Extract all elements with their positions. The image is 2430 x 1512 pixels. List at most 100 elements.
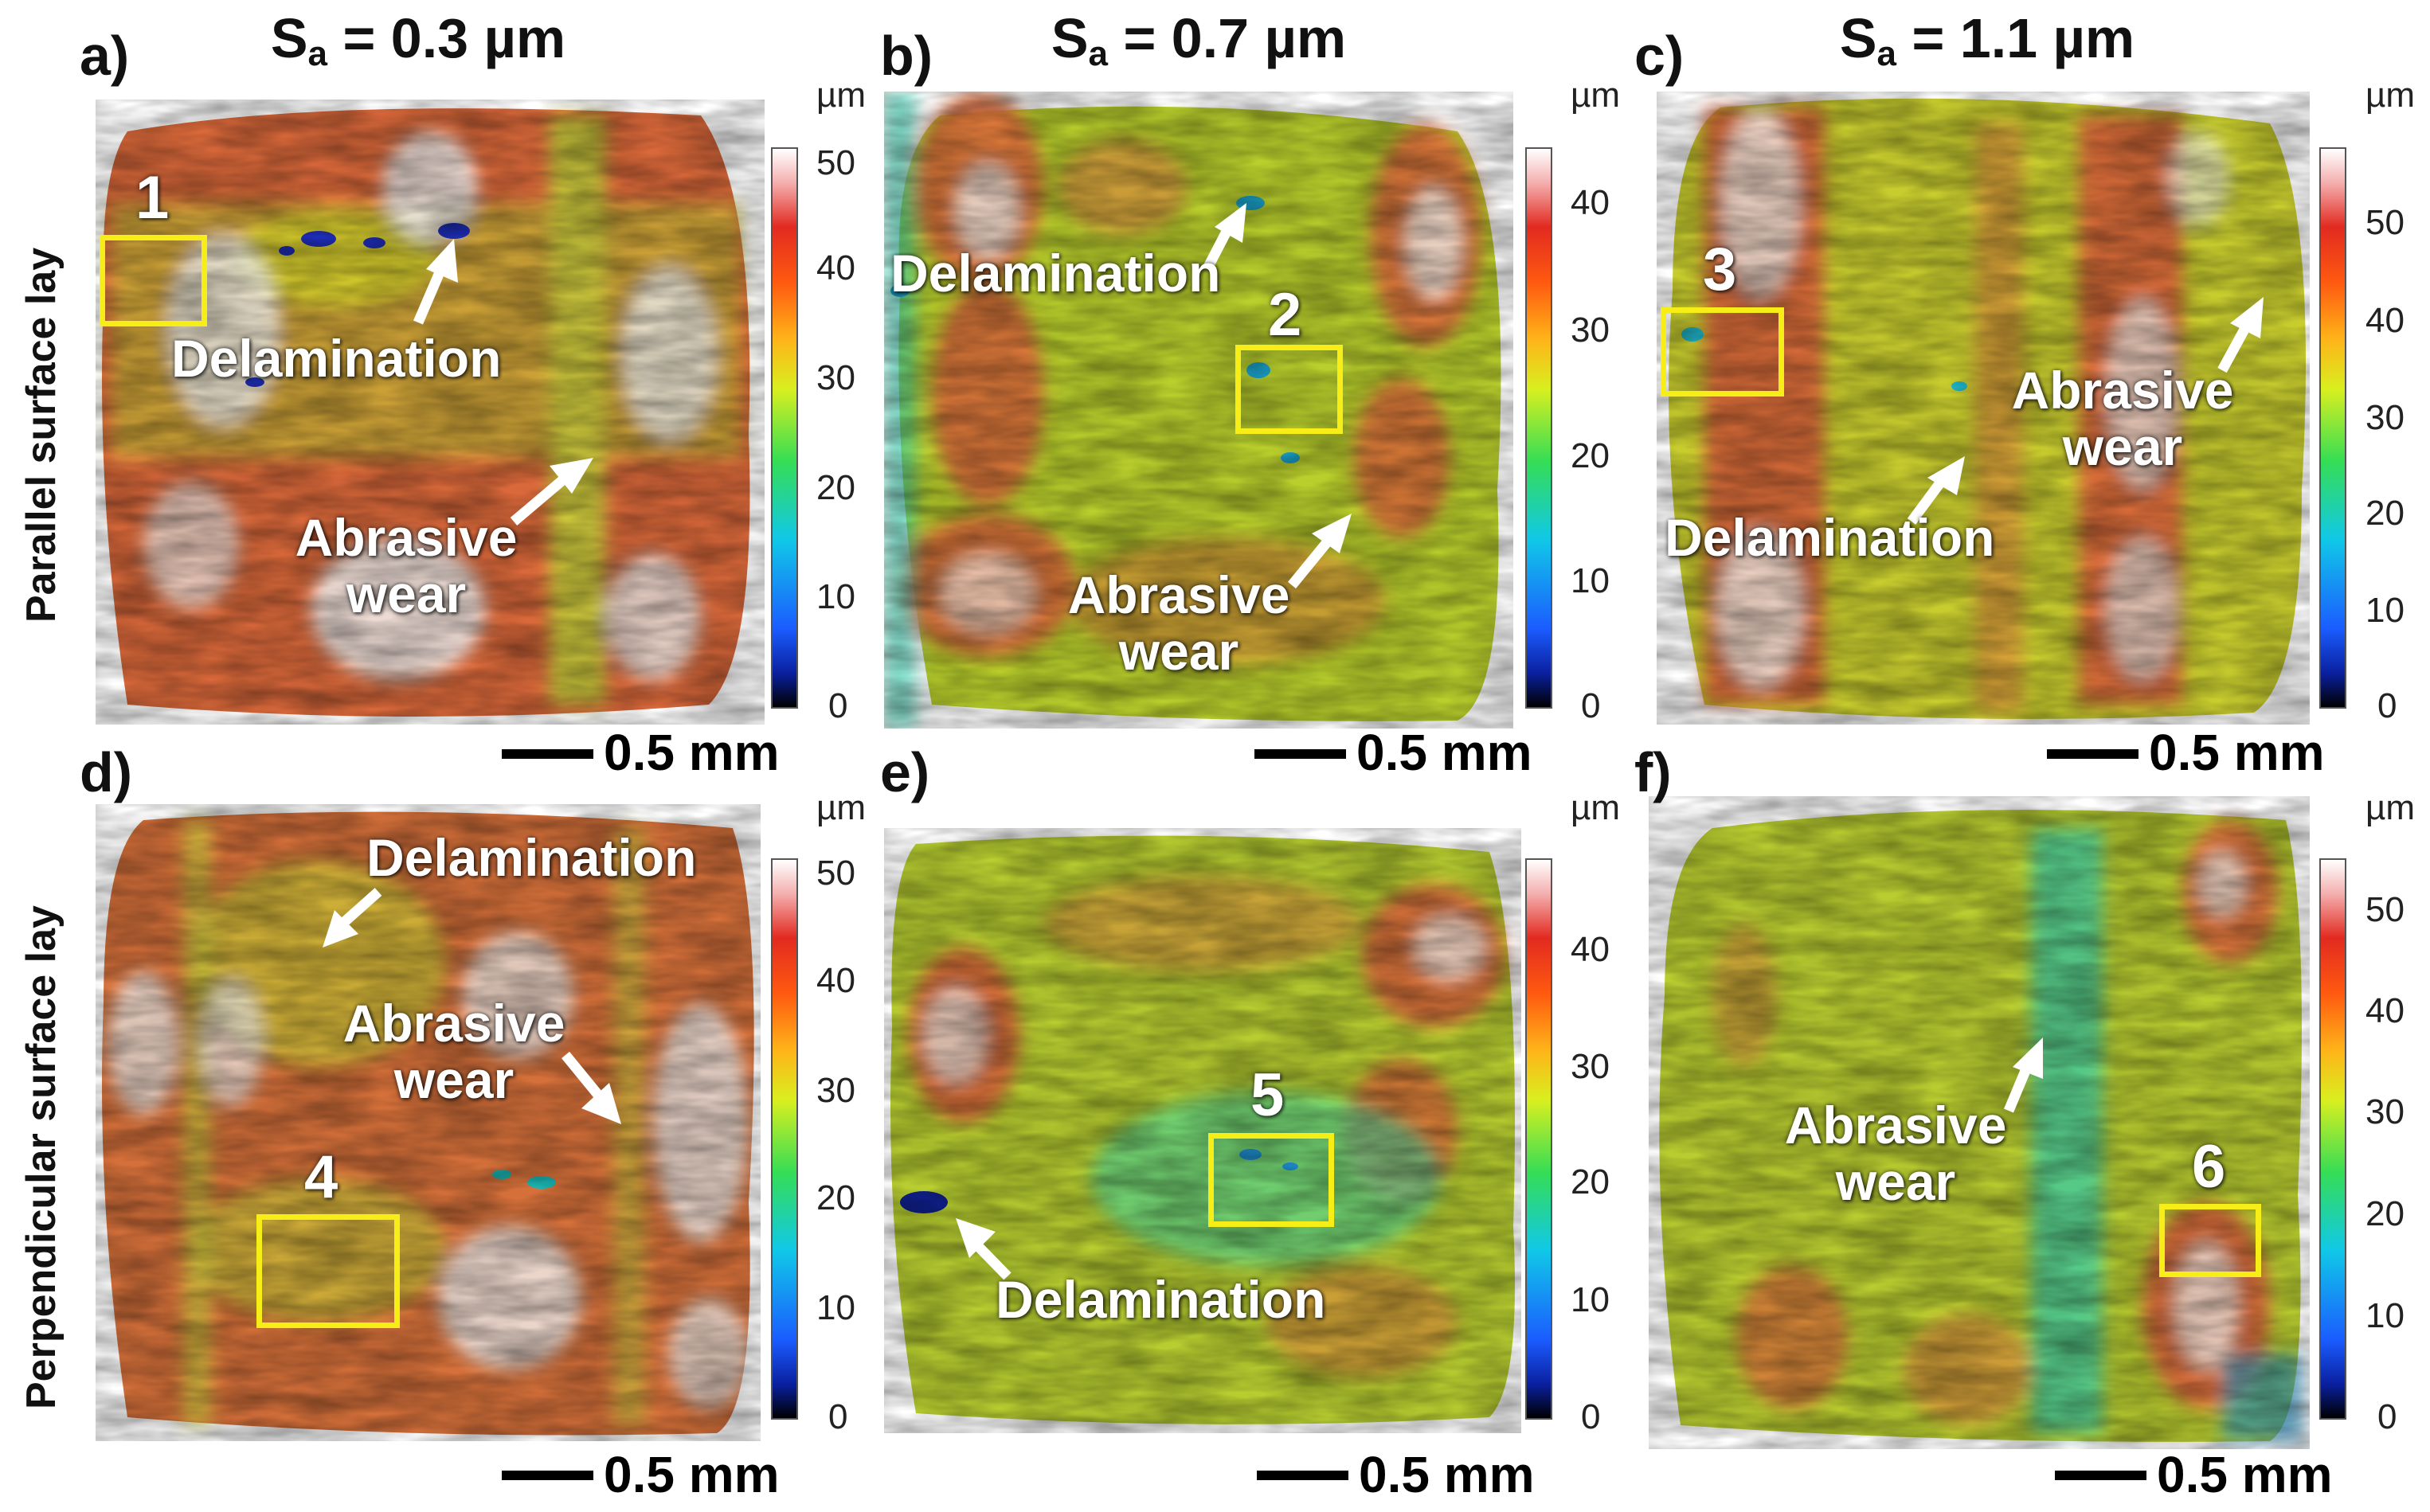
scale-label-f: 0.5 mm	[2157, 1446, 2333, 1503]
marker-box-4	[256, 1214, 400, 1328]
colorbar-c	[2319, 147, 2346, 709]
colorbar-tick: 40	[2365, 991, 2405, 1030]
label-delamination-d: Delamination	[366, 828, 697, 887]
label-abrasive-a: Abrasive wear	[295, 508, 518, 624]
marker-box-2	[1235, 345, 1343, 434]
colorbar-tick: 10	[2365, 1296, 2405, 1335]
arrow-icon	[413, 239, 458, 325]
panel-letter-a: a)	[80, 25, 130, 87]
colorbar-f	[2319, 858, 2346, 1420]
arrow-icon	[1907, 456, 1965, 525]
colorbar-tick: 0	[828, 1397, 848, 1436]
column-title-a: Sa = 0.3 µm	[270, 7, 566, 73]
colorbar-tick: 50	[2365, 203, 2405, 242]
colorbar-tick: 0	[1581, 686, 1601, 725]
surface-map-f	[1649, 796, 2310, 1449]
marker-box-1	[100, 235, 207, 326]
colorbar-tick: 10	[816, 1288, 855, 1327]
scale-bar-f	[2055, 1471, 2146, 1480]
colorbar-tick: 30	[1571, 1047, 1610, 1086]
marker-number-6: 6	[2192, 1133, 2226, 1201]
marker-box-5	[1208, 1133, 1334, 1227]
arrow-icon	[2217, 297, 2264, 373]
colorbar-tick: 50	[816, 143, 855, 182]
colorbar-tick: 30	[2365, 398, 2405, 437]
marker-number-5: 5	[1250, 1061, 1285, 1129]
colorbar-tick: 20	[2365, 494, 2405, 533]
colorbar-tick: 10	[816, 577, 855, 616]
scale-label-a: 0.5 mm	[604, 724, 780, 781]
scale-label-c: 0.5 mm	[2149, 724, 2325, 781]
colorbar-tick: 20	[2365, 1194, 2405, 1233]
row-title-parallel: Parallel surface lay	[18, 247, 65, 623]
colorbar-unit-f: µm	[2365, 788, 2416, 827]
label-delamination-c: Delamination	[1665, 508, 1995, 567]
arrow-icon	[2004, 1037, 2043, 1113]
colorbar-unit-a: µm	[816, 76, 867, 115]
marker-number-2: 2	[1268, 281, 1302, 349]
arrow-icon	[1287, 514, 1352, 589]
label-abrasive-b: Abrasive wear	[1067, 565, 1290, 682]
colorbar-tick: 40	[2365, 301, 2405, 340]
surface-map-e	[884, 828, 1521, 1433]
colorbar-unit-b: µm	[1571, 76, 1621, 115]
surface-map-d	[96, 804, 761, 1441]
colorbar-d	[771, 858, 798, 1420]
colorbar-tick: 0	[828, 686, 848, 725]
colorbar-tick: 20	[1571, 436, 1610, 475]
panel-letter-d: d)	[80, 741, 133, 803]
colorbar-tick: 30	[2365, 1092, 2405, 1131]
scale-bar-a	[502, 749, 593, 759]
scale-label-e: 0.5 mm	[1359, 1446, 1535, 1503]
colorbar-tick: 0	[1581, 1397, 1601, 1436]
scale-bar-e	[1257, 1471, 1348, 1480]
panel-letter-e: e)	[880, 741, 930, 803]
colorbar-e	[1525, 858, 1552, 1420]
colorbar-tick: 0	[2377, 1397, 2397, 1436]
surface-map-a	[96, 100, 765, 725]
colorbar-unit-d: µm	[816, 788, 867, 827]
colorbar-unit-c: µm	[2365, 76, 2416, 115]
scale-label-d: 0.5 mm	[604, 1446, 780, 1503]
colorbar-unit-e: µm	[1571, 788, 1621, 827]
arrow-icon	[562, 1051, 621, 1124]
colorbar-a	[771, 147, 798, 709]
colorbar-tick: 30	[816, 358, 855, 397]
column-title-b: Sa = 0.7 µm	[1051, 7, 1347, 73]
colorbar-tick: 30	[1571, 311, 1610, 350]
panel-letter-c: c)	[1634, 25, 1685, 87]
colorbar-tick: 50	[2365, 890, 2405, 929]
label-abrasive-c: Abrasive wear	[2011, 361, 2234, 477]
column-title-c: Sa = 1.1 µm	[1839, 7, 2135, 73]
colorbar-tick: 50	[816, 854, 855, 893]
colorbar-tick: 10	[1571, 561, 1610, 600]
panel-letter-b: b)	[880, 25, 933, 87]
colorbar-tick: 20	[816, 1178, 855, 1217]
colorbar-tick: 10	[2365, 591, 2405, 630]
colorbar-tick: 40	[816, 248, 855, 287]
marker-number-3: 3	[1703, 236, 1737, 303]
arrow-icon	[1203, 203, 1246, 269]
label-abrasive-d: Abrasive wear	[342, 994, 565, 1110]
scale-label-b: 0.5 mm	[1356, 724, 1532, 781]
row-title-perpendicular: Perpendicular surface lay	[18, 905, 65, 1409]
scale-bar-d	[502, 1471, 593, 1480]
colorbar-tick: 40	[1571, 930, 1610, 969]
colorbar-tick: 30	[816, 1071, 855, 1110]
scale-bar-c	[2047, 749, 2138, 759]
colorbar-b	[1525, 147, 1552, 709]
colorbar-tick: 40	[816, 961, 855, 1000]
colorbar-tick: 40	[1571, 183, 1610, 222]
arrow-icon	[323, 888, 382, 947]
marker-number-4: 4	[304, 1143, 338, 1211]
colorbar-tick: 20	[816, 468, 855, 507]
label-delamination-b: Delamination	[890, 244, 1221, 303]
marker-box-6	[2159, 1204, 2261, 1277]
panel-letter-f: f)	[1634, 741, 1672, 803]
label-delamination-a: Delamination	[171, 329, 502, 388]
label-abrasive-f: Abrasive wear	[1784, 1096, 2007, 1212]
scale-bar-b	[1254, 749, 1346, 759]
colorbar-tick: 20	[1571, 1162, 1610, 1201]
marker-box-3	[1661, 307, 1784, 397]
marker-number-1: 1	[135, 164, 170, 232]
